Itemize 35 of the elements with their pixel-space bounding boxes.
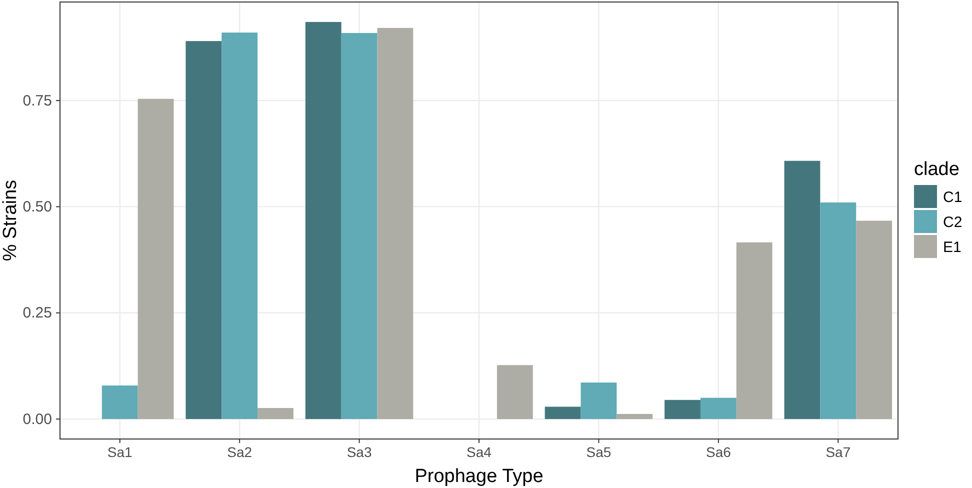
x-tick-label: Sa6 [706, 444, 732, 460]
bar [186, 41, 222, 420]
bar [102, 385, 138, 420]
bar [341, 33, 378, 420]
legend-label: C1 [943, 189, 962, 206]
bar [305, 22, 342, 420]
x-tick-label: Sa4 [466, 444, 492, 460]
bar [784, 160, 820, 420]
bar [664, 400, 700, 420]
bar [544, 406, 581, 420]
bar [496, 365, 533, 420]
bar [736, 242, 772, 420]
bar [138, 98, 174, 420]
legend-label: C2 [943, 214, 962, 231]
bar [377, 28, 414, 420]
y-axis-title: % Strains [0, 180, 21, 262]
legend-label: E1 [943, 239, 962, 256]
y-tick-label: 0.00 [22, 410, 52, 428]
bar [700, 398, 736, 420]
legend-title: clade [914, 159, 960, 180]
y-tick-label: 0.50 [22, 198, 52, 216]
x-tick-label: Sa3 [346, 444, 372, 460]
bar [856, 220, 892, 420]
x-tick-label: Sa2 [227, 444, 252, 460]
x-axis-title: Prophage Type [414, 466, 544, 487]
y-tick-label: 0.25 [22, 304, 52, 322]
x-tick-label: Sa5 [586, 444, 612, 460]
bar [820, 202, 856, 420]
x-tick-label: Sa7 [826, 444, 851, 460]
y-tick-label: 0.75 [22, 92, 52, 110]
bar [580, 382, 617, 420]
bar [222, 32, 258, 420]
bar [616, 414, 653, 420]
bar [258, 408, 294, 420]
x-tick-label: Sa1 [107, 444, 133, 460]
